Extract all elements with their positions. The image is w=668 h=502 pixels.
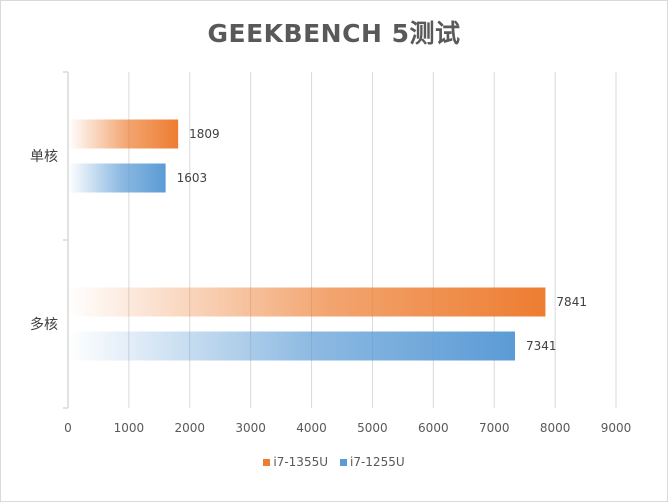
legend-label-series-1: i7-1255U bbox=[350, 455, 405, 469]
data-labels: 1809 1603 7841 7341 bbox=[177, 127, 587, 353]
category-axis bbox=[63, 71, 69, 409]
legend-swatch-blue bbox=[340, 458, 347, 466]
legend: i7-1355U i7-1255U bbox=[0, 455, 668, 469]
bar-i7-1255u-0 bbox=[68, 163, 166, 193]
x-tick-label: 6000 bbox=[418, 421, 449, 435]
chart-title: GEEKBENCH 5测试 bbox=[207, 19, 461, 48]
x-tick-labels: 0 1000 2000 3000 4000 5000 6000 7000 8000 9000 bbox=[64, 421, 631, 435]
x-tick-label: 7000 bbox=[479, 421, 510, 435]
category-label: 多核 bbox=[30, 316, 58, 333]
x-tick-label: 4000 bbox=[296, 421, 327, 435]
x-tick-label: 8000 bbox=[540, 421, 571, 435]
data-label: 1809 bbox=[189, 127, 220, 141]
x-tick-label: 0 bbox=[64, 421, 72, 435]
data-label: 1603 bbox=[177, 171, 208, 185]
data-label: 7841 bbox=[556, 295, 587, 309]
bar-i7-1355u-1 bbox=[68, 287, 546, 317]
bar-i7-1355u-0 bbox=[68, 119, 179, 149]
x-tick-label: 1000 bbox=[114, 421, 145, 435]
bars bbox=[68, 119, 546, 361]
x-tick-label: 5000 bbox=[357, 421, 388, 435]
category-label: 单核 bbox=[30, 149, 58, 165]
x-tick-label: 2000 bbox=[175, 421, 206, 435]
legend-item-series-0: i7-1355U bbox=[263, 455, 328, 469]
bar-i7-1255u-1 bbox=[68, 331, 515, 361]
data-label: 7341 bbox=[526, 339, 557, 353]
x-tick-label: 9000 bbox=[601, 421, 632, 435]
legend-label-series-0: i7-1355U bbox=[273, 455, 328, 469]
x-tick-label: 3000 bbox=[235, 421, 266, 435]
legend-item-series-1: i7-1255U bbox=[340, 455, 405, 469]
legend-swatch-orange bbox=[263, 458, 271, 466]
